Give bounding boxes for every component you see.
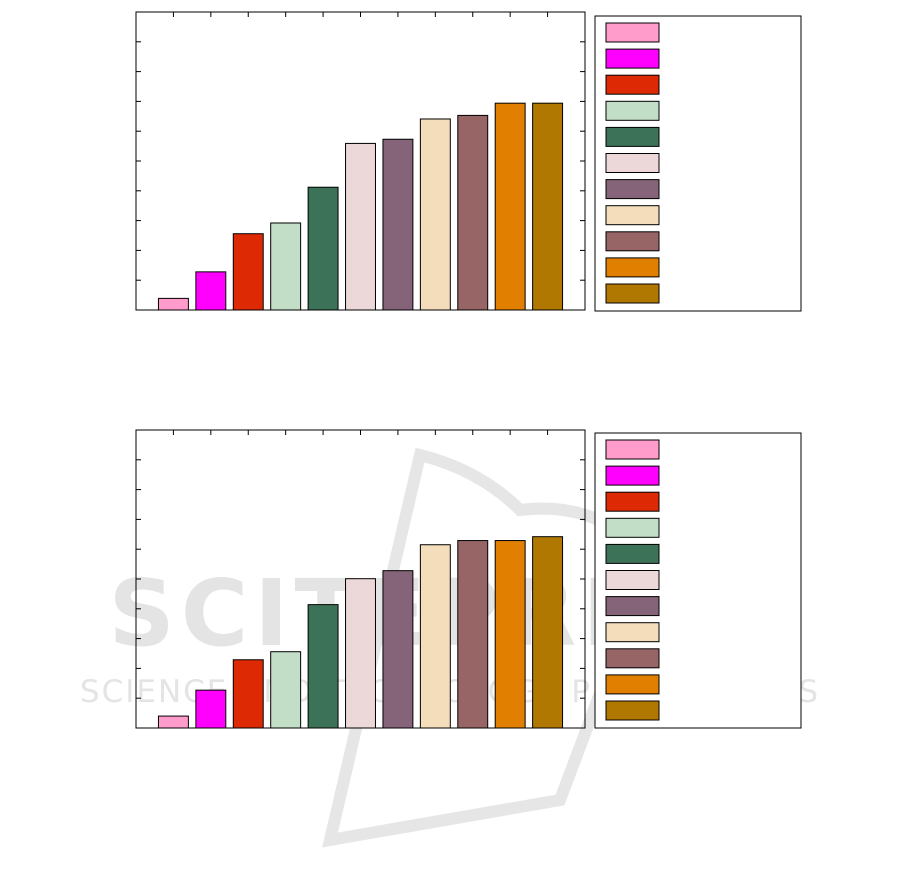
bar-10 bbox=[494, 102, 526, 311]
legend-swatch-10 bbox=[605, 674, 660, 695]
legend-swatch-2 bbox=[605, 465, 660, 486]
bar-3 bbox=[232, 659, 264, 729]
bar-8 bbox=[419, 544, 451, 729]
legend-swatch-6 bbox=[605, 570, 660, 590]
legend-swatch-7 bbox=[605, 179, 660, 200]
plot-frame bbox=[135, 11, 586, 311]
bar-10 bbox=[494, 540, 526, 729]
bar-chart-1 bbox=[135, 11, 802, 312]
bar-3 bbox=[232, 233, 264, 311]
bar-8 bbox=[419, 118, 451, 311]
legend-swatch-7 bbox=[605, 596, 660, 617]
bar-chart-2 bbox=[135, 429, 802, 729]
bar-4 bbox=[270, 651, 302, 729]
bar-6 bbox=[345, 142, 376, 311]
legend-swatch-9 bbox=[605, 648, 660, 669]
legend-swatch-1 bbox=[605, 22, 660, 43]
legend bbox=[594, 15, 802, 312]
bar-6 bbox=[345, 578, 376, 729]
legend-swatch-11 bbox=[605, 700, 660, 721]
bar-1 bbox=[157, 297, 189, 311]
legend-swatch-8 bbox=[605, 205, 660, 226]
legend-swatch-1 bbox=[605, 439, 660, 460]
bar-2 bbox=[195, 689, 227, 729]
bar-9 bbox=[457, 540, 489, 729]
legend-swatch-3 bbox=[605, 491, 660, 512]
legend-swatch-9 bbox=[605, 231, 660, 252]
bar-9 bbox=[457, 114, 489, 311]
legend-swatch-4 bbox=[605, 100, 660, 121]
legend-swatch-5 bbox=[605, 126, 660, 147]
bar-7 bbox=[382, 570, 414, 729]
legend-swatch-6 bbox=[605, 153, 660, 173]
bar-11 bbox=[532, 102, 564, 311]
bar-4 bbox=[270, 222, 302, 311]
legend-swatch-11 bbox=[605, 283, 660, 304]
bar-5 bbox=[307, 186, 339, 311]
plot-frame bbox=[135, 429, 586, 729]
bar-1 bbox=[157, 715, 189, 729]
bar-7 bbox=[382, 138, 414, 311]
legend-swatch-3 bbox=[605, 74, 660, 95]
legend-swatch-2 bbox=[605, 48, 660, 69]
legend-swatch-10 bbox=[605, 257, 660, 278]
legend-swatch-8 bbox=[605, 622, 660, 643]
bar-5 bbox=[307, 604, 339, 729]
legend-swatch-5 bbox=[605, 543, 660, 564]
bar-11 bbox=[532, 536, 564, 729]
legend-swatch-4 bbox=[605, 517, 660, 538]
bar-2 bbox=[195, 271, 227, 311]
legend bbox=[594, 432, 802, 729]
